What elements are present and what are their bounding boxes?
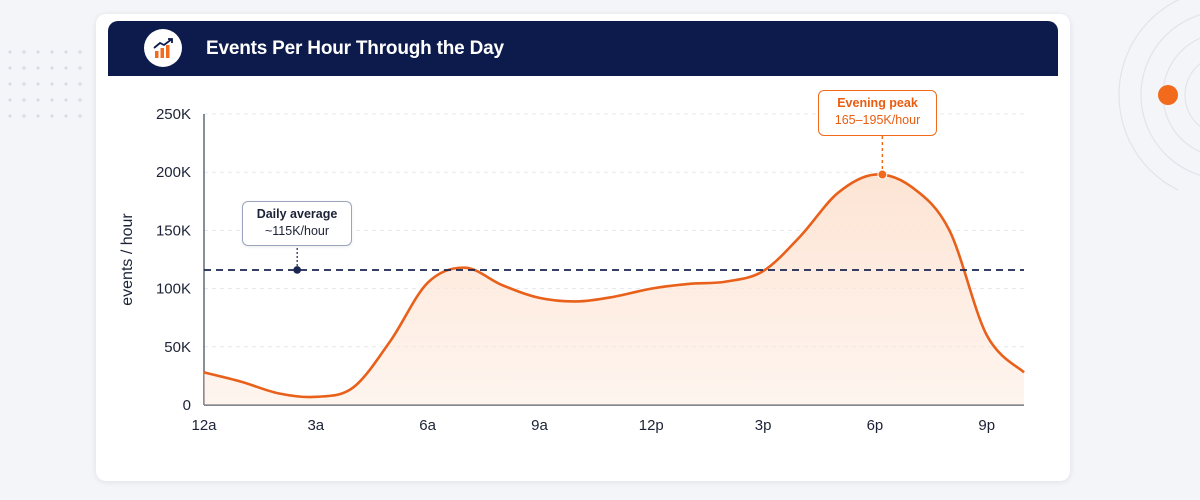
x-tick-label: 9p bbox=[978, 417, 995, 434]
daily-average-callout: Daily average ~115K/hour bbox=[242, 201, 352, 246]
daily-average-title: Daily average bbox=[256, 207, 338, 221]
decorative-orange-dot bbox=[1158, 85, 1178, 105]
x-tick-label: 6p bbox=[867, 417, 884, 434]
x-tick-label: 9a bbox=[531, 417, 548, 434]
series-area-fill bbox=[204, 174, 1024, 405]
x-tick-label: 3p bbox=[755, 417, 772, 434]
y-tick-label: 0 bbox=[183, 397, 191, 414]
evening-peak-title: Evening peak bbox=[837, 96, 918, 110]
evening-peak-marker bbox=[877, 169, 888, 180]
chart-header: Events Per Hour Through the Day bbox=[108, 21, 1058, 76]
chart-title: Events Per Hour Through the Day bbox=[206, 38, 504, 59]
daily-average-value: ~115K/hour bbox=[264, 224, 330, 238]
decorative-dot-grid bbox=[8, 50, 82, 118]
x-tick-label: 12p bbox=[639, 417, 664, 434]
evening-peak-value: 165–195K/hour bbox=[834, 113, 921, 127]
y-tick-label: 50K bbox=[164, 339, 191, 356]
x-tick-label: 6a bbox=[419, 417, 436, 434]
evening-peak-callout: Evening peak 165–195K/hour bbox=[818, 90, 937, 136]
series-line bbox=[203, 173, 1025, 399]
y-tick-label: 150K bbox=[156, 222, 191, 239]
daily-average-marker bbox=[293, 266, 301, 274]
y-tick-label: 100K bbox=[156, 281, 191, 298]
y-tick-label: 200K bbox=[156, 164, 191, 181]
y-tick-label: 250K bbox=[156, 106, 191, 123]
x-tick-label: 12a bbox=[191, 417, 217, 434]
x-tick-label: 3a bbox=[307, 417, 324, 434]
bar-chart-trend-icon bbox=[144, 29, 182, 67]
y-axis-label: events / hour bbox=[119, 213, 136, 306]
